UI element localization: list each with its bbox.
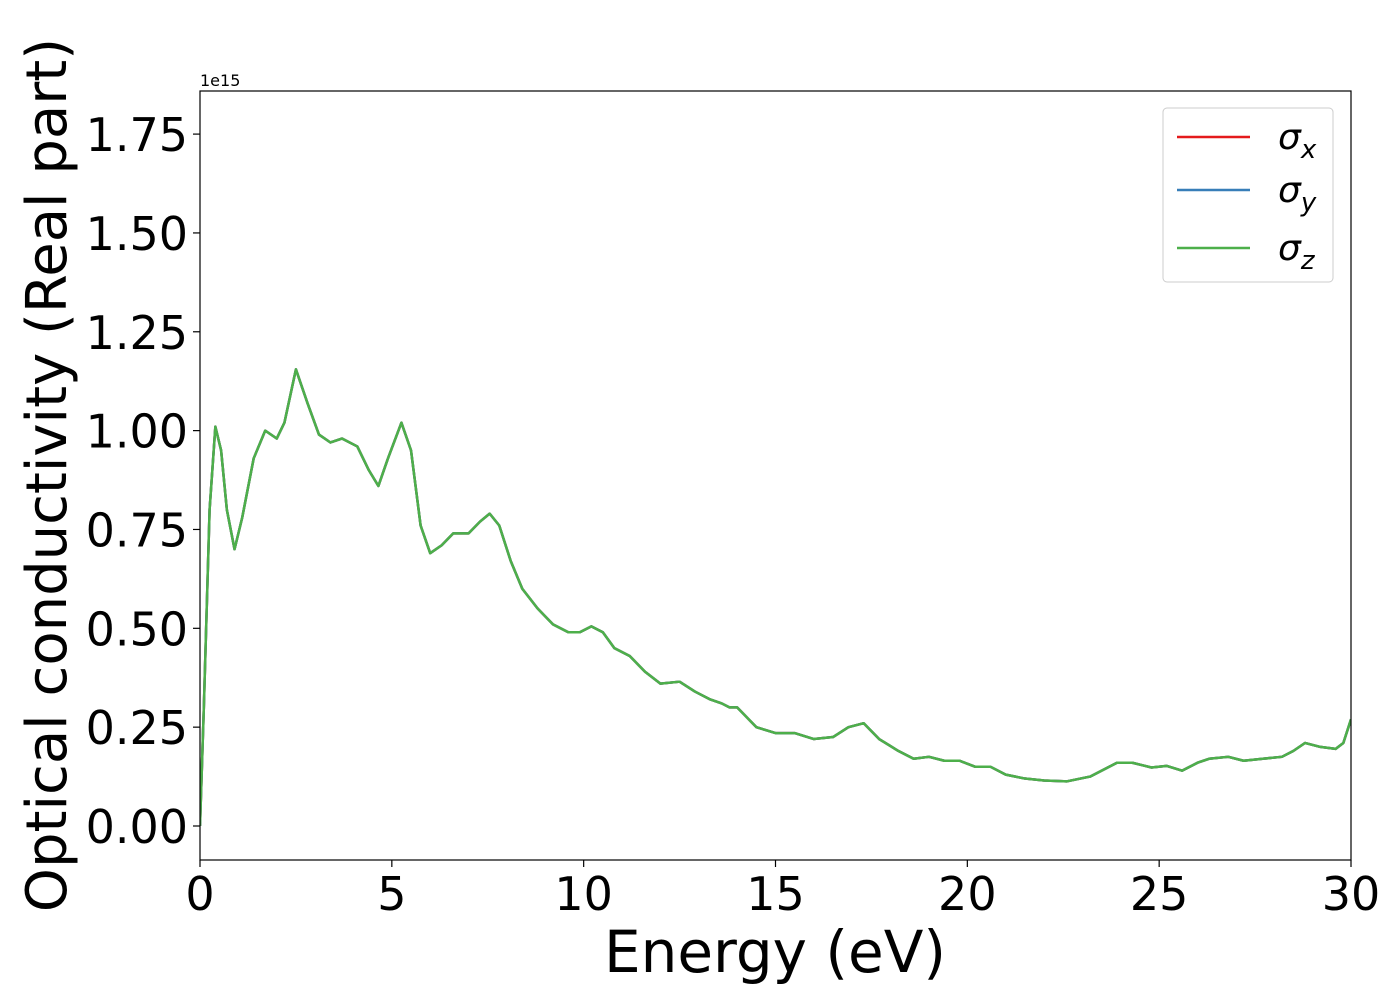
x-tick-label: 10 bbox=[554, 867, 613, 921]
x-tick-label: 15 bbox=[746, 867, 805, 921]
series-line bbox=[200, 368, 1351, 827]
y-tick-label: 1.00 bbox=[86, 405, 188, 459]
y-tick-label: 1.75 bbox=[86, 108, 188, 162]
x-tick-label: 0 bbox=[185, 867, 214, 921]
legend-box bbox=[1162, 107, 1334, 283]
y-tick-label: 0.00 bbox=[86, 800, 188, 854]
y-offset-label: 1e15 bbox=[200, 71, 240, 90]
y-tick-label: 1.50 bbox=[86, 207, 188, 261]
legend-label: σx bbox=[1278, 117, 1317, 165]
x-tick-label: 5 bbox=[377, 867, 406, 921]
y-tick-label: 0.75 bbox=[86, 503, 188, 557]
legend-label: σz bbox=[1278, 228, 1316, 276]
y-tick-label: 0.50 bbox=[86, 602, 188, 656]
x-tick-label: 25 bbox=[1130, 867, 1189, 921]
x-axis-label: Energy (eV) bbox=[604, 918, 946, 986]
y-tick-label: 0.25 bbox=[86, 701, 188, 755]
series-line bbox=[200, 368, 1351, 827]
series-line bbox=[200, 368, 1351, 827]
legend: σx σy σz bbox=[1162, 107, 1334, 283]
x-tick-label: 20 bbox=[938, 867, 997, 921]
y-axis-label: Optical conductivity (Real part) bbox=[15, 38, 80, 912]
legend-label: σy bbox=[1278, 170, 1317, 218]
x-tick-label: 30 bbox=[1322, 867, 1381, 921]
plot-frame bbox=[199, 90, 1352, 861]
y-tick-label: 1.25 bbox=[86, 306, 188, 360]
